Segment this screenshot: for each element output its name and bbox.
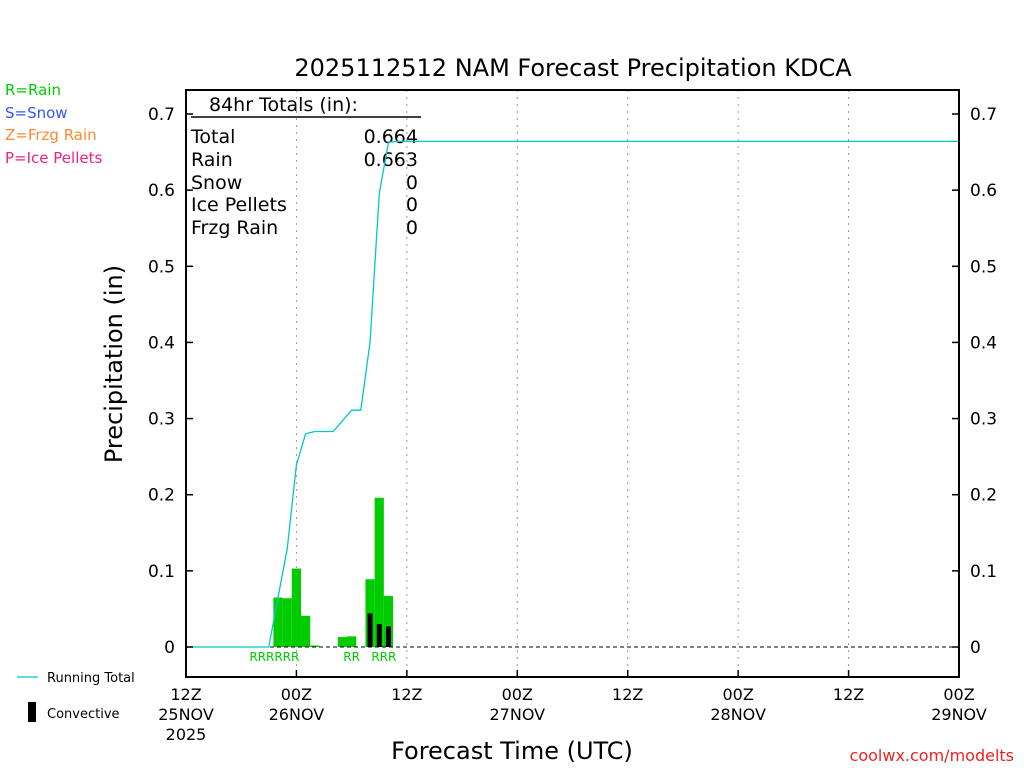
legend-ice-pellets: P=Ice Pellets xyxy=(5,149,102,167)
y-tick-label-right: 0.4 xyxy=(970,333,997,353)
x-tick-date-label: 29NOV xyxy=(931,705,987,724)
y-tick-label-left: 0.7 xyxy=(148,105,175,125)
rain-bar xyxy=(365,579,375,647)
legend-running-total: Running Total xyxy=(47,671,135,686)
y-tick-label-left: 0.4 xyxy=(148,333,175,353)
y-tick-label-right: 0.3 xyxy=(970,410,997,430)
legend-convective: Convective xyxy=(47,707,120,722)
totals-label-frzg-rain: Frzg Rain xyxy=(191,217,278,239)
rain-bar xyxy=(301,615,311,647)
legend-frzg-rain: Z=Frzg Rain xyxy=(5,126,97,144)
chart-title: 2025112512 NAM Forecast Precipitation KD… xyxy=(294,54,852,82)
y-tick-label-left: 0 xyxy=(164,638,175,658)
totals-label-ice-pellets: Ice Pellets xyxy=(191,194,287,216)
y-tick-label-right: 0.6 xyxy=(970,181,997,201)
x-tick-date-label: 26NOV xyxy=(269,705,325,724)
totals-label-snow: Snow xyxy=(191,172,242,194)
y-tick-label-right: 0 xyxy=(970,638,981,658)
x-tick-time-label: 12Z xyxy=(833,685,864,704)
y-tick-label-right: 0.1 xyxy=(970,562,997,582)
convective-bar xyxy=(376,624,382,647)
totals-heading: 84hr Totals (in): xyxy=(209,94,358,116)
y-tick-label-left: 0.6 xyxy=(148,181,175,201)
rain-bar xyxy=(273,597,283,647)
x-axis-label: Forecast Time (UTC) xyxy=(391,737,633,765)
x-tick-time-label: 12Z xyxy=(391,685,422,704)
plot-frame xyxy=(185,89,960,678)
totals-value-total: 0.664 xyxy=(364,126,418,148)
precip-type-label: RRR xyxy=(371,650,396,664)
y-tick-label-right: 0.2 xyxy=(970,486,997,506)
x-tick-year-label: 2025 xyxy=(166,725,207,744)
x-tick-time-label: 00Z xyxy=(281,685,312,704)
totals-label-rain: Rain xyxy=(191,149,233,171)
y-tick-label-left: 0.5 xyxy=(148,257,175,277)
precip-type-label: RR xyxy=(343,650,360,664)
rain-bar xyxy=(337,637,348,647)
rain-bar xyxy=(282,598,292,647)
y-tick-label-right: 0.5 xyxy=(970,257,997,277)
convective-legend-swatch xyxy=(28,702,36,722)
convective-bar xyxy=(367,613,373,647)
totals-value-snow: 0 xyxy=(406,172,418,194)
y-axis-label: Precipitation (in) xyxy=(100,265,128,463)
y-tick-label-left: 0.3 xyxy=(148,410,175,430)
legend-rain: R=Rain xyxy=(5,81,61,99)
rain-bar xyxy=(347,636,357,647)
running-total-line xyxy=(186,140,959,648)
x-tick-time-label: 12Z xyxy=(612,685,643,704)
precip-type-label: RRRRRR xyxy=(249,650,299,664)
totals-label-total: Total xyxy=(190,126,235,148)
rain-bar xyxy=(310,645,320,647)
totals-value-frzg-rain: 0 xyxy=(406,217,418,239)
credit-text: coolwx.com/modelts xyxy=(850,746,1014,765)
totals-value-ice-pellets: 0 xyxy=(406,194,418,216)
rain-bar xyxy=(291,568,302,647)
convective-bar xyxy=(385,626,391,647)
x-tick-time-label: 00Z xyxy=(943,685,974,704)
x-tick-date-label: 28NOV xyxy=(710,705,766,724)
x-tick-date-label: 27NOV xyxy=(489,705,545,724)
x-tick-time-label: 00Z xyxy=(722,685,753,704)
legend-snow: S=Snow xyxy=(5,104,68,122)
y-tick-label-right: 0.7 xyxy=(970,105,997,125)
rain-bar xyxy=(383,595,394,647)
totals-table: Total 0.664 Rain 0.663 Snow 0 Ice Pellet… xyxy=(190,126,418,239)
rain-bar xyxy=(374,497,384,647)
x-tick-time-label: 00Z xyxy=(502,685,533,704)
x-tick-time-label: 12Z xyxy=(170,685,201,704)
x-tick-date-label: 25NOV xyxy=(158,705,214,724)
y-tick-label-left: 0.1 xyxy=(148,562,175,582)
y-tick-label-left: 0.2 xyxy=(148,486,175,506)
totals-value-rain: 0.663 xyxy=(364,149,418,171)
